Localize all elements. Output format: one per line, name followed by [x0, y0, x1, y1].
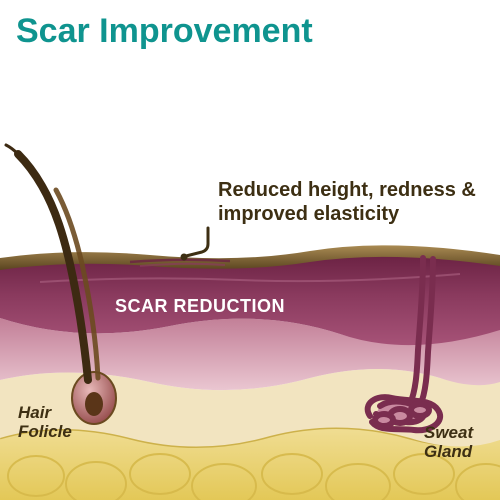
sweat-gland-label: Sweat Gland — [424, 424, 473, 461]
sweat-label-line2: Gland — [424, 442, 472, 461]
hair-label-line2: Folicle — [18, 422, 72, 441]
scar-band-label: SCAR REDUCTION — [115, 296, 285, 317]
annotation-leader — [181, 228, 209, 261]
sweat-label-line1: Sweat — [424, 423, 473, 442]
hair-follicle-label: Hair Folicle — [18, 404, 72, 441]
hair-label-line1: Hair — [18, 403, 51, 422]
annotation-text: Reduced height, redness & improved elast… — [218, 178, 498, 226]
page-title: Scar Improvement — [16, 12, 313, 51]
